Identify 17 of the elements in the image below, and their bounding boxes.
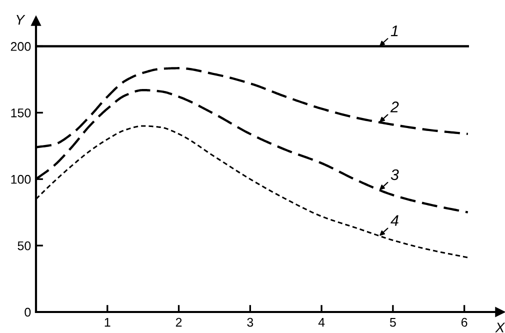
series-label: 1	[390, 26, 398, 36]
y-tick-label: 200	[10, 42, 31, 51]
x-axis-title: X	[495, 322, 505, 332]
y-tick-label: 50	[18, 241, 31, 250]
x-tick-label: 6	[461, 318, 468, 327]
y-tick-label: 0	[24, 308, 31, 317]
x-tick-label: 3	[247, 318, 254, 327]
y-axis-title: Y	[16, 15, 26, 25]
series-label: 3	[390, 169, 399, 180]
x-tick-label: 5	[390, 318, 396, 327]
y-tick-label: 150	[11, 108, 31, 118]
x-tick-label: 1	[104, 318, 110, 327]
series-label: 2	[390, 102, 399, 112]
x-tick-label: 4	[318, 318, 325, 327]
x-tick-label: 2	[176, 318, 182, 327]
series-label: 4	[390, 215, 398, 226]
y-tick-label: 100	[11, 174, 31, 184]
